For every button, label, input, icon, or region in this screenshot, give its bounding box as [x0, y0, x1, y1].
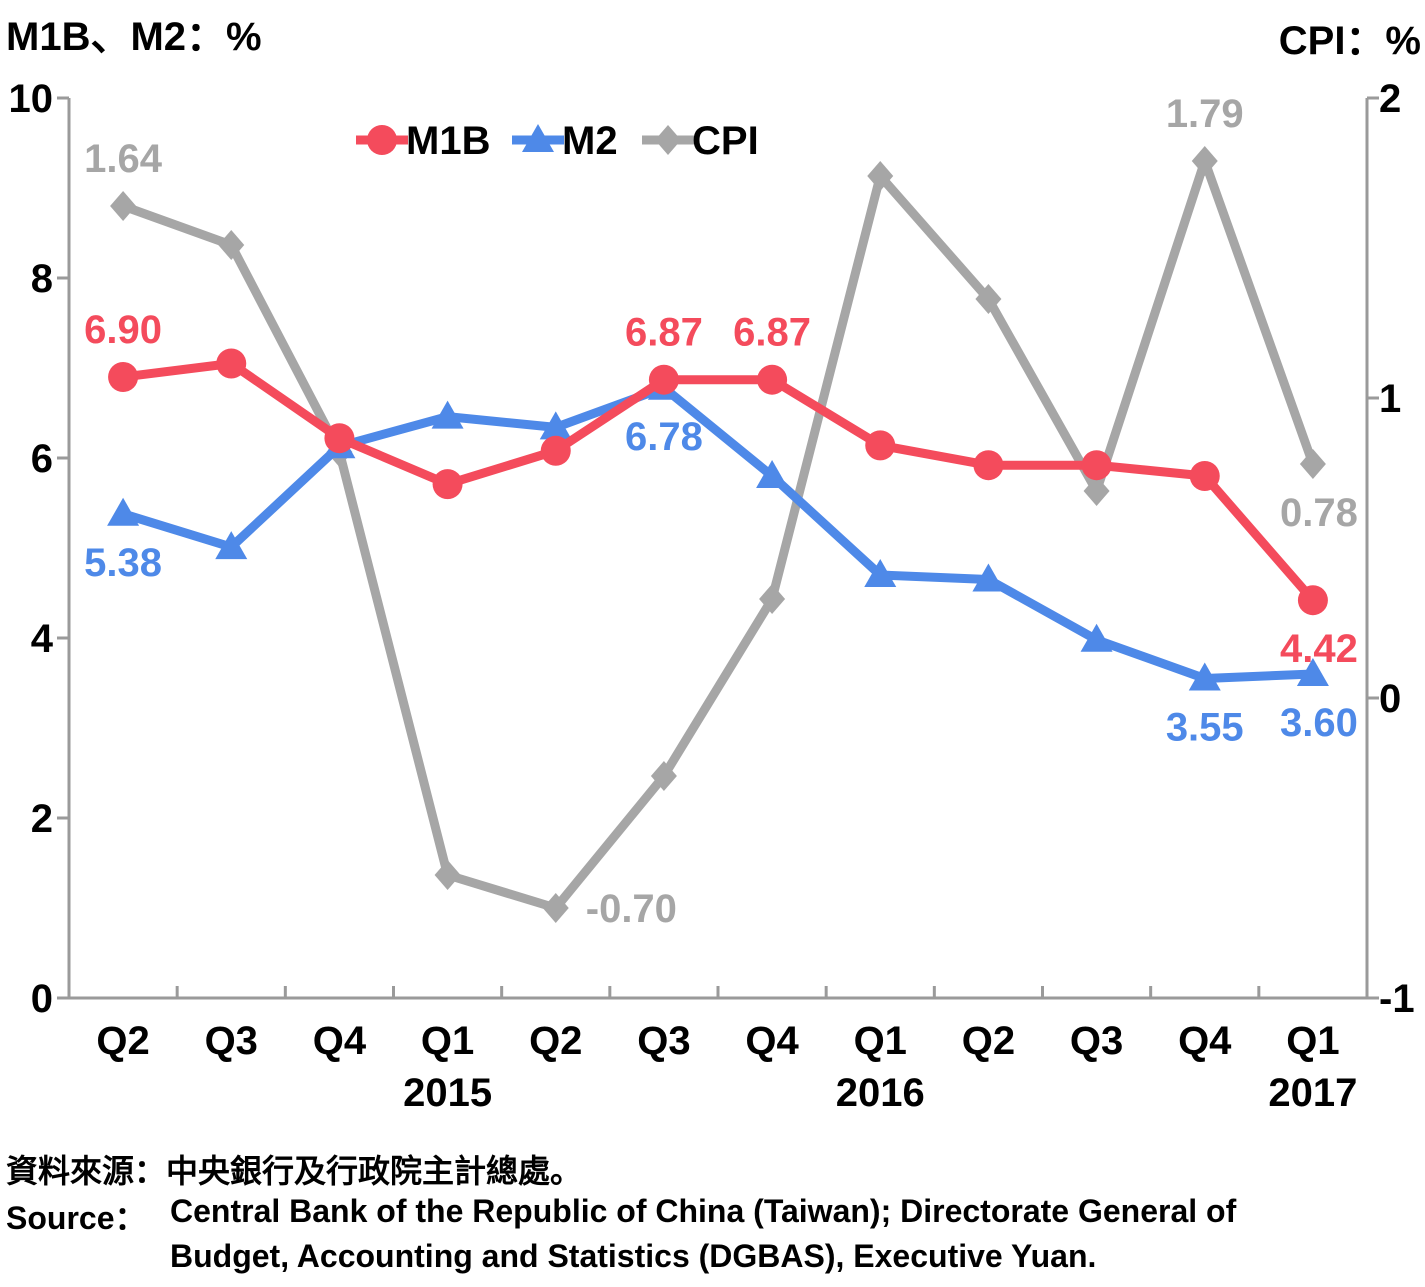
data-label-cpi: 1.64: [84, 137, 163, 181]
x-tick-label: Q2: [529, 1019, 582, 1063]
x-tick-label: Q3: [205, 1019, 258, 1063]
x-tick-label: Q1: [1286, 1019, 1339, 1063]
x-tick-label: Q1: [854, 1019, 907, 1063]
x-tick-label: Q1: [421, 1019, 474, 1063]
data-point-m2: [431, 400, 464, 429]
data-point-m1b: [1189, 461, 1220, 491]
data-point-m2: [756, 460, 789, 488]
data-point-cpi: [110, 191, 137, 221]
data-point-m1b: [1297, 585, 1328, 616]
year-label: 2015: [403, 1071, 492, 1115]
series-line-m2: [121, 383, 1314, 683]
data-label-cpi: 0.78: [1280, 491, 1358, 535]
source-label: Source：: [6, 1200, 147, 1236]
year-label: 2017: [1268, 1071, 1357, 1115]
data-point-cpi: [867, 161, 894, 191]
data-point-m1b: [432, 469, 463, 500]
right-axis-title: CPI：%: [1278, 19, 1421, 63]
x-tick-label: Q4: [745, 1019, 799, 1063]
data-point-m2: [972, 563, 1005, 592]
legend-label-m2: M2: [562, 119, 618, 163]
legend-marker-m1b: [367, 125, 397, 155]
data-point-cpi: [1191, 146, 1218, 176]
right-tick-label: 0: [1379, 677, 1401, 721]
data-point-m1b: [108, 362, 139, 392]
series-line-m1b: [122, 359, 1317, 604]
data-point-m2: [1188, 662, 1221, 691]
left-axis-title: M1B、M2：%: [6, 15, 262, 59]
data-point-m1b: [973, 450, 1004, 481]
x-tick-label: Q3: [1070, 1019, 1123, 1063]
data-label-cpi: -0.70: [586, 887, 677, 931]
x-tick-label: Q3: [637, 1019, 690, 1063]
right-tick-label: 1: [1379, 377, 1401, 421]
right-tick-label: -1: [1379, 977, 1415, 1021]
data-point-m1b: [757, 364, 788, 395]
data-point-m2: [215, 531, 248, 560]
data-label-m2: 6.78: [625, 415, 703, 459]
left-tick-label: 0: [31, 977, 53, 1021]
left-tick-label: 8: [31, 257, 53, 301]
data-point-m2: [1296, 658, 1329, 686]
x-tick-label: Q4: [1178, 1019, 1232, 1063]
data-point-m1b: [216, 348, 247, 379]
data-label-cpi: 1.79: [1166, 92, 1244, 136]
data-point-m1b: [1081, 450, 1112, 481]
line-chart: 0 2 4 6 8 10 -1 0 1 2 Q2 Q3 Q4 Q1 Q2 Q3 Q4 Q1 Q2 Q3 Q4 Q1 2015…: [9, 77, 1415, 1115]
legend-marker-cpi: [655, 125, 681, 155]
data-point-cpi: [1083, 476, 1110, 506]
data-point-m1b: [648, 364, 679, 395]
year-label: 2016: [836, 1071, 925, 1115]
x-tick-label: Q2: [96, 1019, 149, 1063]
data-point-cpi: [975, 284, 1002, 314]
data-point-m1b: [324, 423, 355, 454]
source-note-chinese: 資料來源：中央銀行及行政院主計總處。: [6, 1153, 583, 1189]
data-point-m1b: [865, 430, 896, 461]
source-text-line-2: Budget, Accounting and Statistics (DGBAS…: [170, 1238, 1097, 1274]
data-point-m1b: [540, 435, 571, 466]
data-point-cpi: [759, 584, 786, 614]
left-tick-label: 4: [31, 617, 54, 661]
left-tick-label: 10: [9, 77, 54, 121]
series-line-cpi: [121, 156, 1318, 913]
left-tick-label: 6: [31, 437, 53, 481]
data-label-m2: 3.60: [1280, 701, 1358, 745]
data-point-cpi: [650, 761, 677, 791]
legend-label-cpi: CPI: [692, 119, 759, 163]
data-point-cpi: [542, 893, 569, 923]
data-point-cpi: [218, 230, 245, 260]
source-text-line-1: Central Bank of the Republic of China (T…: [170, 1193, 1237, 1229]
x-tick-label: Q4: [313, 1019, 367, 1063]
right-tick-label: 2: [1379, 77, 1401, 121]
legend-marker-m2: [522, 124, 554, 152]
data-label-m1b: 6.87: [625, 311, 703, 355]
data-label-m2: 3.55: [1166, 706, 1244, 750]
data-point-m2: [864, 559, 897, 587]
left-tick-label: 2: [31, 797, 53, 841]
data-point-m2: [1080, 623, 1113, 652]
data-point-m2: [107, 497, 140, 526]
data-label-m1b: 6.87: [733, 311, 811, 355]
source-note-english: Source： Central Bank of the Republic of …: [6, 1193, 1236, 1239]
x-tick-label: Q2: [962, 1019, 1015, 1063]
data-point-cpi: [434, 860, 461, 890]
data-label-m1b: 4.42: [1280, 627, 1358, 671]
data-point-cpi: [1299, 449, 1326, 479]
legend-label-m1b: M1B: [406, 119, 490, 163]
data-label-m1b: 6.90: [84, 308, 162, 352]
data-label-m2: 5.38: [84, 541, 162, 585]
data-point-m2: [539, 411, 572, 440]
